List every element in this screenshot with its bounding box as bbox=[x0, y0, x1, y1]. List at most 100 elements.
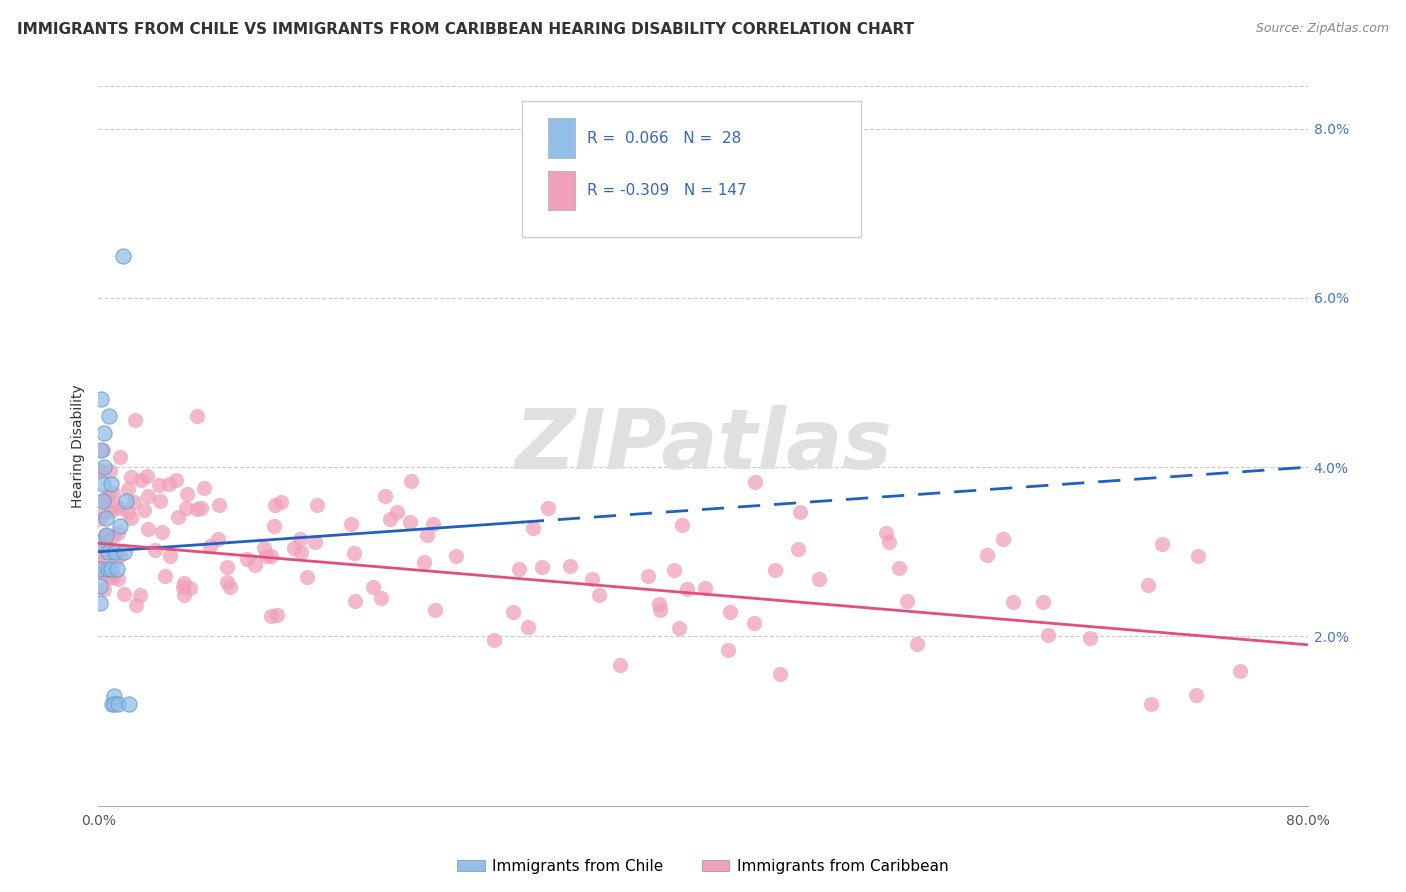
Text: ZIPatlas: ZIPatlas bbox=[515, 406, 893, 486]
Point bbox=[399, 474, 422, 488]
Point bbox=[150, 525, 173, 540]
Text: IMMIGRANTS FROM CHILE VS IMMIGRANTS FROM CARIBBEAN HEARING DISABILITY CORRELATIO: IMMIGRANTS FROM CHILE VS IMMIGRANTS FROM… bbox=[17, 22, 914, 37]
Point bbox=[423, 602, 446, 616]
Point bbox=[104, 552, 127, 566]
Point bbox=[94, 492, 117, 507]
Point bbox=[399, 515, 422, 529]
Point bbox=[243, 558, 266, 572]
Point bbox=[253, 541, 276, 555]
Point bbox=[100, 477, 122, 491]
Bar bbox=[548, 119, 575, 158]
Point bbox=[1229, 664, 1251, 678]
Point bbox=[87, 564, 110, 578]
Point bbox=[283, 541, 305, 555]
Point bbox=[165, 473, 187, 487]
Point bbox=[111, 249, 134, 263]
Point bbox=[1139, 697, 1161, 711]
Point bbox=[676, 582, 699, 597]
Point bbox=[157, 477, 180, 491]
Point bbox=[304, 535, 326, 549]
Point bbox=[235, 552, 257, 566]
Point bbox=[508, 562, 530, 576]
Point bbox=[1036, 628, 1059, 642]
Point bbox=[662, 563, 685, 577]
Point bbox=[89, 548, 111, 562]
Point bbox=[107, 697, 129, 711]
Point bbox=[374, 489, 396, 503]
Point bbox=[114, 494, 136, 508]
Point bbox=[90, 392, 112, 407]
Point bbox=[93, 426, 115, 441]
Point bbox=[198, 540, 221, 554]
Point bbox=[89, 562, 111, 576]
Point bbox=[96, 536, 118, 550]
Point bbox=[1078, 632, 1101, 646]
Point bbox=[173, 588, 195, 602]
Point bbox=[190, 500, 212, 515]
Point bbox=[103, 689, 125, 703]
Text: R = -0.309   N = 147: R = -0.309 N = 147 bbox=[588, 183, 747, 198]
Point bbox=[91, 541, 114, 555]
Point bbox=[744, 475, 766, 490]
Point bbox=[444, 549, 467, 563]
Point bbox=[1137, 578, 1160, 592]
Point bbox=[260, 608, 283, 623]
Point bbox=[112, 545, 135, 559]
Point bbox=[263, 518, 285, 533]
Point bbox=[94, 528, 117, 542]
Point bbox=[193, 481, 215, 495]
Point bbox=[208, 498, 231, 512]
Point bbox=[128, 588, 150, 602]
Point bbox=[124, 413, 146, 427]
Point bbox=[531, 560, 554, 574]
Point bbox=[179, 581, 201, 595]
Point bbox=[637, 569, 659, 583]
Point bbox=[91, 477, 114, 491]
Point bbox=[148, 478, 170, 492]
Text: R =  0.066   N =  28: R = 0.066 N = 28 bbox=[588, 130, 741, 145]
Point bbox=[295, 570, 318, 584]
Point bbox=[101, 486, 124, 500]
Point bbox=[370, 591, 392, 605]
Point bbox=[159, 549, 181, 564]
Point bbox=[266, 607, 288, 622]
Point bbox=[693, 582, 716, 596]
Point bbox=[217, 560, 239, 574]
Point bbox=[588, 588, 610, 602]
Point bbox=[98, 464, 121, 478]
Y-axis label: Hearing Disability: Hearing Disability bbox=[72, 384, 86, 508]
Point bbox=[254, 549, 277, 564]
Point bbox=[98, 488, 121, 502]
Point bbox=[91, 443, 114, 458]
Point bbox=[215, 575, 238, 590]
Point bbox=[101, 529, 124, 543]
Point bbox=[174, 501, 197, 516]
Point bbox=[112, 587, 135, 601]
Point bbox=[720, 605, 742, 619]
Point bbox=[517, 620, 540, 634]
Point bbox=[993, 532, 1015, 546]
Point bbox=[100, 562, 122, 576]
Point bbox=[87, 536, 110, 550]
Point bbox=[108, 500, 131, 515]
Point bbox=[94, 511, 117, 525]
Point bbox=[93, 506, 115, 520]
Point bbox=[288, 532, 311, 546]
Point bbox=[1032, 595, 1054, 609]
Point bbox=[522, 521, 544, 535]
Point bbox=[96, 545, 118, 559]
Point bbox=[378, 512, 401, 526]
Point bbox=[91, 492, 114, 507]
Point bbox=[93, 566, 115, 580]
Point bbox=[558, 559, 581, 574]
Legend: Immigrants from Chile, Immigrants from Caribbean: Immigrants from Chile, Immigrants from C… bbox=[451, 853, 955, 880]
Point bbox=[93, 460, 115, 475]
Point bbox=[149, 494, 172, 508]
Point bbox=[89, 555, 111, 569]
Point bbox=[89, 595, 111, 609]
Point bbox=[94, 529, 117, 543]
Point bbox=[609, 657, 631, 672]
Point bbox=[105, 500, 128, 514]
Point bbox=[96, 562, 118, 576]
Point bbox=[107, 572, 129, 586]
